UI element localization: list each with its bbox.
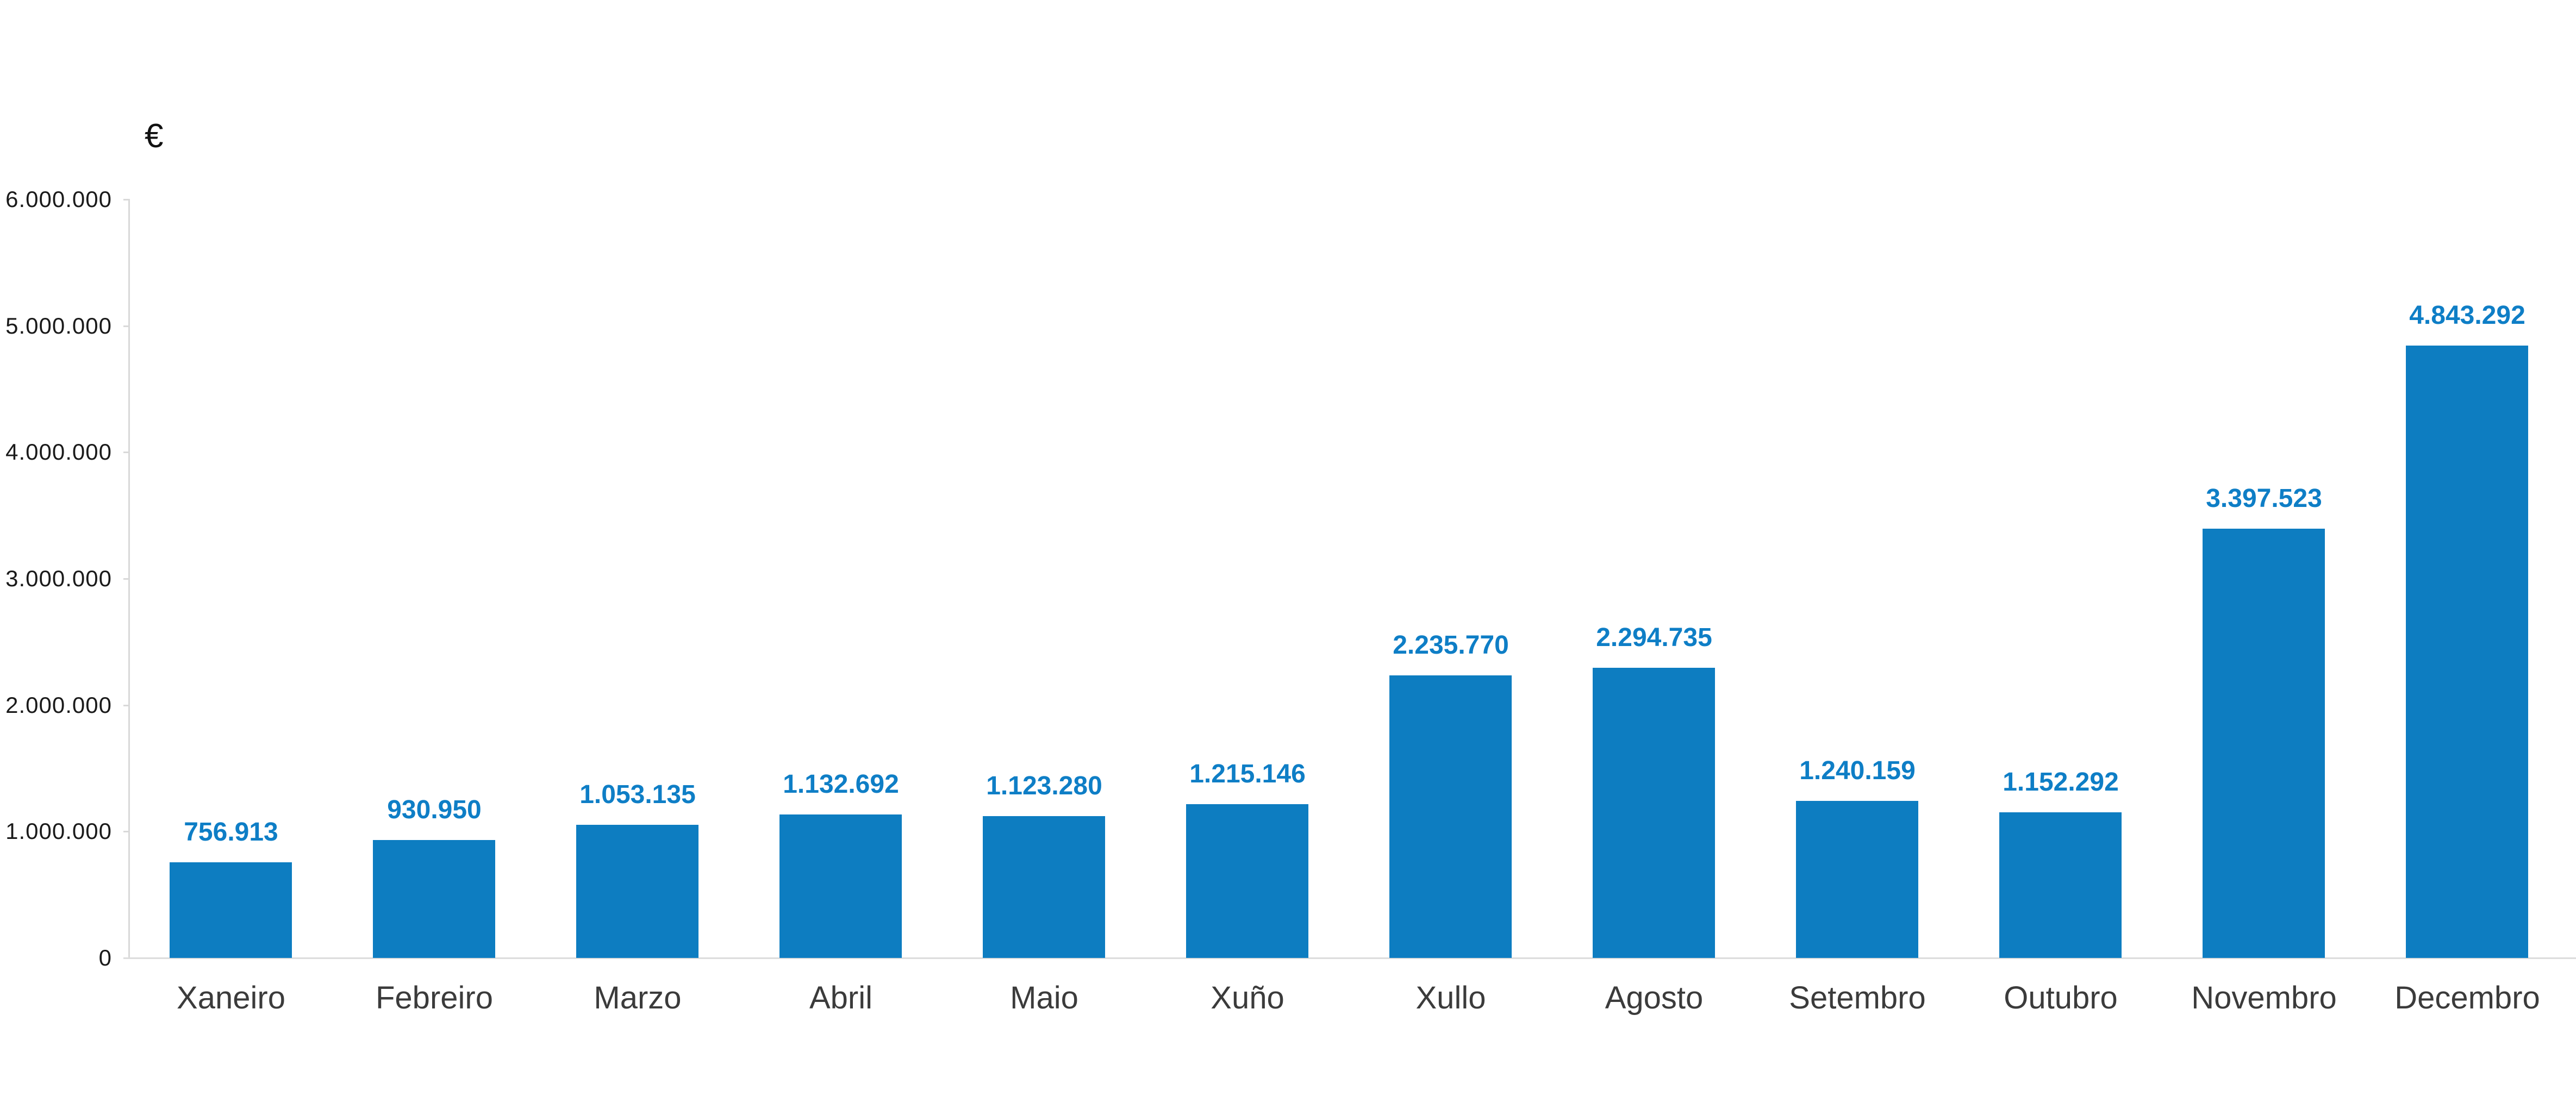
bar-value-label: 4.843.292	[2409, 301, 2525, 330]
bar	[779, 814, 902, 958]
bar-slot: 756.913	[129, 199, 333, 958]
bar-value-label: 1.215.146	[1189, 760, 1306, 788]
bar	[1186, 804, 1308, 958]
plot-area: 756.913 930.950 1.053.135 1.132.692 1.123.28…	[129, 199, 2569, 958]
y-axis-tick-mark	[123, 831, 130, 832]
bar-value-label: 756.913	[184, 818, 278, 847]
bar-slot: 1.053.135	[536, 199, 739, 958]
x-axis-label: Novembro	[2191, 980, 2337, 1016]
bar	[170, 862, 292, 958]
bar	[373, 840, 495, 958]
bar	[1796, 801, 1918, 958]
x-axis-label: Outubro	[2004, 980, 2118, 1016]
y-axis-tick-label: 0	[98, 945, 112, 970]
bar-value-label: 1.132.692	[783, 770, 899, 799]
y-axis-tick-label: 6.000.000	[5, 186, 112, 212]
bar-slot: 3.397.523	[2162, 199, 2366, 958]
bar-slot: 1.152.292	[1959, 199, 2162, 958]
bar-slot: 1.240.159	[1756, 199, 1959, 958]
bar	[1389, 675, 1512, 958]
x-axis-label: Decembro	[2394, 980, 2540, 1016]
bar	[2203, 529, 2325, 958]
bar-slot: 1.215.146	[1146, 199, 1349, 958]
x-axis-label: Abril	[809, 980, 873, 1016]
bar	[576, 825, 698, 958]
bar-slot: 2.235.770	[1349, 199, 1552, 958]
bar-slot: 1.132.692	[739, 199, 943, 958]
bar-value-label: 1.123.280	[986, 772, 1102, 800]
bar-slot: 930.950	[333, 199, 536, 958]
y-axis-unit-label: €	[145, 117, 164, 155]
y-axis-tick-mark	[123, 325, 130, 327]
y-axis-tick-mark	[123, 578, 130, 580]
x-axis-label: Setembro	[1789, 980, 1926, 1016]
bar	[1593, 668, 1715, 958]
x-axis-baseline	[123, 957, 2576, 959]
bar	[2406, 346, 2528, 958]
bar-value-label: 2.294.735	[1596, 623, 1712, 652]
x-axis-label: Xuño	[1211, 980, 1284, 1016]
bar-value-label: 1.240.159	[1799, 756, 1916, 785]
bar-value-label: 3.397.523	[2206, 484, 2322, 513]
bar-value-label: 1.053.135	[579, 780, 696, 809]
x-axis-label: Xullo	[1415, 980, 1486, 1016]
y-axis-tick-label: 3.000.000	[5, 566, 112, 591]
y-axis-tick-label: 5.000.000	[5, 313, 112, 339]
y-axis-tick-label: 1.000.000	[5, 818, 112, 844]
bar-slot: 4.843.292	[2366, 199, 2569, 958]
x-axis-label: Marzo	[594, 980, 682, 1016]
y-axis-tick-mark	[123, 705, 130, 706]
x-axis-label: Febreiro	[376, 980, 493, 1016]
x-axis-label: Xaneiro	[177, 980, 285, 1016]
bar-slot: 2.294.735	[1552, 199, 1756, 958]
y-axis-tick-mark	[123, 199, 130, 200]
bar-value-label: 930.950	[387, 795, 482, 824]
bar	[1999, 812, 2122, 958]
x-axis-label: Maio	[1010, 980, 1078, 1016]
bar-slot: 1.123.280	[943, 199, 1146, 958]
bar	[983, 816, 1105, 958]
bar-value-label: 2.235.770	[1393, 631, 1509, 660]
y-axis-tick-label: 2.000.000	[5, 692, 112, 718]
x-axis-label: Agosto	[1605, 980, 1704, 1016]
y-axis-tick-label: 4.000.000	[5, 439, 112, 465]
y-axis-tick-mark	[123, 452, 130, 453]
bar-value-label: 1.152.292	[2003, 768, 2119, 797]
